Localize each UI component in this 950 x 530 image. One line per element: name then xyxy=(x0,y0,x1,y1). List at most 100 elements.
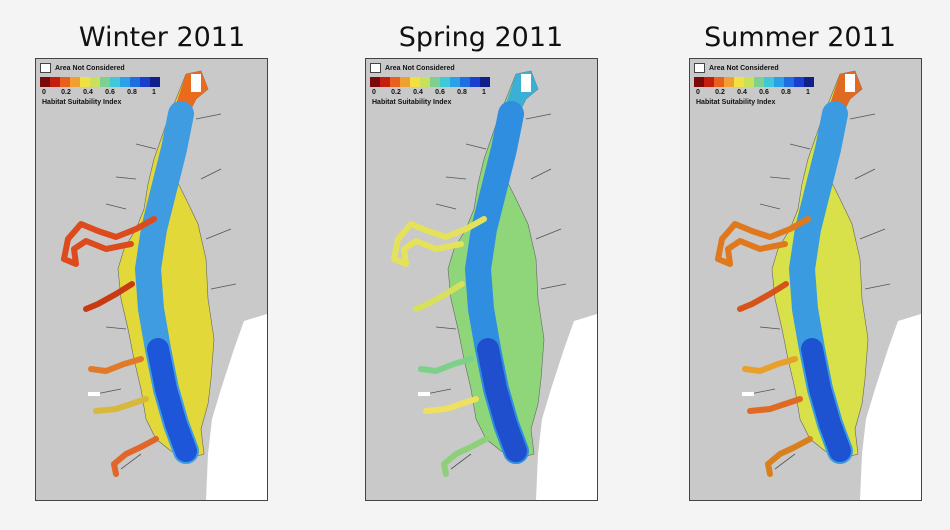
map-canvas xyxy=(36,59,267,500)
creek-line xyxy=(859,228,886,240)
tributary-river xyxy=(93,396,149,414)
scale-tick-label: 0.8 xyxy=(457,89,467,96)
scale-tick-label: 0.4 xyxy=(83,89,93,96)
scale-swatch xyxy=(40,77,50,87)
summer-2011-panel: Summer 2011 Area Not Considered 0 0.2 0.4 0… xyxy=(645,0,950,530)
scale-ticks: 0 0.2 0.4 0.6 0.8 1 xyxy=(40,89,156,98)
color-scale-bar xyxy=(40,77,160,87)
creek-line xyxy=(854,168,876,180)
creek-line xyxy=(774,453,796,470)
scale-swatch xyxy=(50,77,60,87)
creek-line xyxy=(864,283,891,290)
panel-title: Summer 2011 xyxy=(704,22,896,53)
tributary-river xyxy=(715,216,811,267)
area-not-considered-label: Area Not Considered xyxy=(709,64,779,72)
scale-swatch xyxy=(100,77,110,87)
scale-tick-label: 0.8 xyxy=(127,89,137,96)
panel-title: Winter 2011 xyxy=(78,22,246,53)
creek-line xyxy=(120,453,142,470)
creek-line xyxy=(435,326,457,330)
scale-swatch xyxy=(60,77,70,87)
scale-swatch xyxy=(764,77,774,87)
tributary-river xyxy=(441,436,489,477)
scale-swatch xyxy=(480,77,490,87)
creek-line xyxy=(105,203,127,210)
color-scale-bar xyxy=(694,77,814,87)
lower-bay-water xyxy=(801,338,851,462)
scale-tick-label: 0.8 xyxy=(781,89,791,96)
tributary-river xyxy=(88,356,144,374)
creek-line xyxy=(769,176,791,180)
area-not-considered-label: Area Not Considered xyxy=(385,64,455,72)
ocean-area xyxy=(860,314,921,500)
scale-tick-label: 1 xyxy=(482,89,486,96)
scale-tick-label: 0.4 xyxy=(413,89,423,96)
tributary-river xyxy=(413,281,465,312)
scale-swatch xyxy=(400,77,410,87)
scale-swatch xyxy=(774,77,784,87)
scale-tick-label: 0.2 xyxy=(61,89,71,96)
creek-line xyxy=(205,228,232,240)
scale-swatch xyxy=(744,77,754,87)
lower-bay-water xyxy=(147,338,197,462)
creek-line xyxy=(425,388,452,395)
scale-swatch xyxy=(70,77,80,87)
lower-bay-water xyxy=(477,338,527,462)
creek-line xyxy=(105,326,127,330)
winter-2011-panel: Winter 2011 Area Not Considered 0 0.2 0.4 0… xyxy=(7,0,317,530)
creek-line xyxy=(435,203,457,210)
scale-swatch xyxy=(380,77,390,87)
creek-line xyxy=(95,388,122,395)
creek-line xyxy=(115,176,137,180)
tributary-river xyxy=(61,216,157,267)
scale-swatch xyxy=(140,77,150,87)
scale-ticks: 0 0.2 0.4 0.6 0.8 1 xyxy=(370,89,486,98)
creek-line xyxy=(195,113,222,120)
creek-line xyxy=(450,453,472,470)
scale-swatch xyxy=(110,77,120,87)
area-not-considered-patch xyxy=(845,74,855,92)
area-not-considered-patch xyxy=(191,74,201,92)
legend-title: Habitat Suitability Index xyxy=(42,99,122,106)
area-not-considered-patch xyxy=(521,74,531,92)
legend-title: Habitat Suitability Index xyxy=(696,99,776,106)
scale-swatch xyxy=(440,77,450,87)
area-not-considered-patch xyxy=(418,392,430,396)
scale-tick-label: 1 xyxy=(152,89,156,96)
scale-swatch xyxy=(390,77,400,87)
tributary-river xyxy=(742,356,798,374)
scale-swatch xyxy=(90,77,100,87)
area-not-considered-patch xyxy=(742,392,754,396)
tributary-river xyxy=(765,436,813,477)
creek-line xyxy=(540,283,567,290)
creek-line xyxy=(849,113,876,120)
scale-swatch xyxy=(704,77,714,87)
scale-swatch xyxy=(794,77,804,87)
creek-line xyxy=(530,168,552,180)
area-not-considered-swatch xyxy=(694,63,705,73)
scale-swatch xyxy=(130,77,140,87)
creek-line xyxy=(749,388,776,395)
habitat-map: Area Not Considered 0 0.2 0.4 0.6 0.8 1 Habit… xyxy=(35,58,268,501)
scale-tick-label: 0.2 xyxy=(715,89,725,96)
scale-swatch xyxy=(724,77,734,87)
creek-line xyxy=(210,283,237,290)
legend: Area Not Considered 0 0.2 0.4 0.6 0.8 1 Habit… xyxy=(370,63,520,113)
tributary-river xyxy=(737,281,789,312)
creek-line xyxy=(759,203,781,210)
scale-swatch xyxy=(150,77,160,87)
scale-tick-label: 0 xyxy=(696,89,700,96)
scale-swatch xyxy=(410,77,420,87)
scale-swatch xyxy=(80,77,90,87)
scale-swatch xyxy=(450,77,460,87)
scale-swatch xyxy=(120,77,130,87)
tributary-river xyxy=(418,356,474,374)
scale-tick-label: 0.6 xyxy=(105,89,115,96)
scale-tick-label: 0 xyxy=(372,89,376,96)
color-scale-bar xyxy=(370,77,490,87)
legend: Area Not Considered 0 0.2 0.4 0.6 0.8 1 Habit… xyxy=(694,63,844,113)
map-canvas xyxy=(366,59,597,500)
scale-ticks: 0 0.2 0.4 0.6 0.8 1 xyxy=(694,89,810,98)
tributary-river xyxy=(111,436,159,477)
scale-tick-label: 0.4 xyxy=(737,89,747,96)
